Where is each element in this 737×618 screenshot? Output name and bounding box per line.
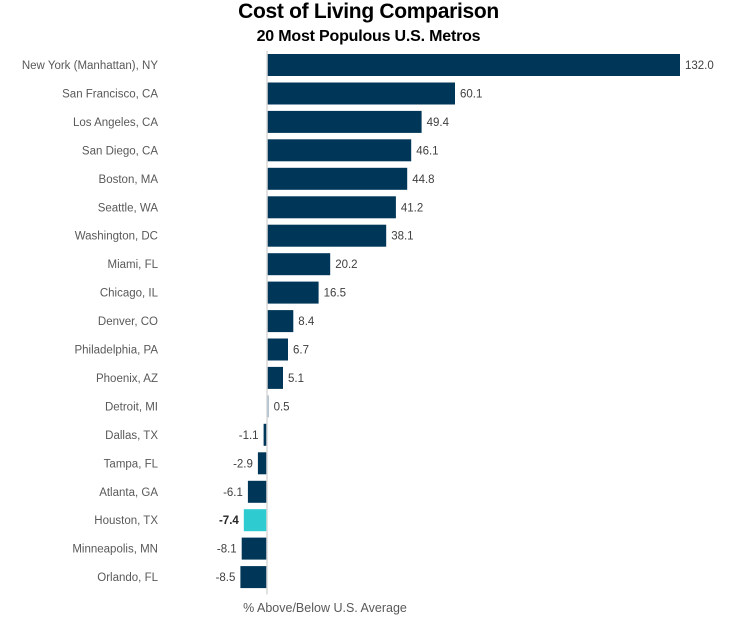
value-label-boston-ma: 44.8 (412, 174, 434, 186)
value-label-detroit-mi: 0.5 (274, 401, 290, 413)
category-label-orlando-fl: Orlando, FL (97, 572, 158, 584)
value-label-houston-tx: -7.4 (219, 515, 239, 527)
bar-miami-fl (267, 253, 331, 276)
category-label-new-york-manhattan-ny: New York (Manhattan), NY (22, 60, 158, 72)
chart-subtitle: 20 Most Populous U.S. Metros (256, 28, 481, 45)
bar-los-angeles-ca (267, 110, 422, 133)
bar-seattle-wa (267, 196, 396, 219)
category-label-los-angeles-ca: Los Angeles, CA (73, 117, 158, 129)
bar-minneapolis-mn (241, 537, 267, 560)
value-label-new-york-manhattan-ny: 132.0 (685, 60, 714, 72)
value-label-dallas-tx: -1.1 (239, 430, 259, 442)
chart-title: Cost of Living Comparison (238, 0, 499, 23)
x-axis-title: % Above/Below U.S. Average (243, 601, 407, 615)
category-label-philadelphia-pa: Philadelphia, PA (74, 345, 158, 357)
value-label-minneapolis-mn: -8.1 (217, 544, 237, 556)
value-label-seattle-wa: 41.2 (401, 202, 423, 214)
category-label-chicago-il: Chicago, IL (100, 288, 159, 300)
bar-atlanta-ga (247, 480, 267, 503)
category-label-houston-tx: Houston, TX (94, 515, 158, 527)
value-label-atlanta-ga: -6.1 (223, 487, 243, 499)
bars-layer (240, 54, 680, 589)
bar-dallas-tx (263, 423, 267, 446)
category-label-denver-co: Denver, CO (98, 316, 158, 328)
bar-boston-ma (267, 167, 408, 190)
category-label-phoenix-az: Phoenix, AZ (96, 373, 158, 385)
category-label-minneapolis-mn: Minneapolis, MN (72, 544, 158, 556)
value-label-phoenix-az: 5.1 (288, 373, 304, 385)
labels-layer: New York (Manhattan), NY 132.0 San Francis… (22, 60, 714, 584)
value-label-denver-co: 8.4 (298, 316, 315, 328)
bar-new-york-manhattan-ny (267, 54, 680, 76)
category-label-san-diego-ca: San Diego, CA (82, 145, 158, 157)
value-label-chicago-il: 16.5 (324, 288, 346, 300)
bar-houston-tx (243, 509, 267, 532)
value-label-washington-dc: 38.1 (391, 231, 413, 243)
category-label-boston-ma: Boston, MA (99, 174, 159, 186)
category-label-atlanta-ga: Atlanta, GA (99, 487, 158, 499)
value-label-san-francisco-ca: 60.1 (460, 89, 482, 101)
category-label-dallas-tx: Dallas, TX (105, 430, 158, 442)
category-label-detroit-mi: Detroit, MI (105, 401, 158, 413)
bar-tampa-fl (257, 452, 267, 475)
category-label-miami-fl: Miami, FL (108, 259, 159, 271)
value-label-los-angeles-ca: 49.4 (427, 117, 450, 129)
category-label-tampa-fl: Tampa, FL (104, 458, 159, 470)
value-label-tampa-fl: -2.9 (233, 458, 253, 470)
value-label-san-diego-ca: 46.1 (416, 145, 438, 157)
bar-san-diego-ca (267, 139, 412, 162)
category-label-washington-dc: Washington, DC (75, 231, 158, 243)
category-label-seattle-wa: Seattle, WA (98, 202, 159, 214)
bar-detroit-mi (267, 395, 269, 418)
value-label-philadelphia-pa: 6.7 (293, 345, 309, 357)
bar-washington-dc (267, 224, 387, 247)
bar-philadelphia-pa (267, 338, 288, 361)
bar-chicago-il (267, 281, 319, 304)
bar-denver-co (267, 310, 294, 333)
value-label-orlando-fl: -8.5 (216, 572, 236, 584)
bar-san-francisco-ca (267, 82, 455, 105)
value-label-miami-fl: 20.2 (335, 259, 357, 271)
bar-orlando-fl (240, 566, 267, 589)
category-label-san-francisco-ca: San Francisco, CA (62, 89, 158, 101)
bar-phoenix-az (267, 366, 283, 389)
